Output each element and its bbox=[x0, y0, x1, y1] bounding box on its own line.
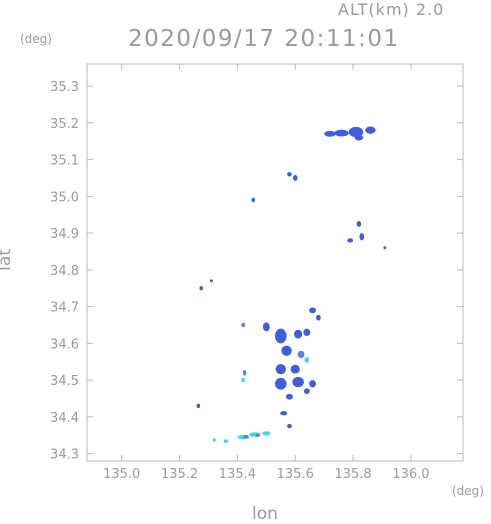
echo-cell bbox=[359, 233, 365, 241]
echo-cell bbox=[348, 126, 364, 138]
echo-cell bbox=[262, 322, 270, 332]
echo-cell bbox=[303, 388, 310, 395]
x-tick-label: 135.2 bbox=[161, 467, 198, 482]
echo-cell bbox=[242, 369, 247, 376]
echo-cell bbox=[316, 314, 321, 321]
y-axis-ticks: 34.3 34.4 34.5 34.6 34.7 34.8 34.9 35.0 35.1 35.2… bbox=[50, 80, 463, 463]
y-tick-label: 34.9 bbox=[50, 227, 79, 242]
y-tick-label: 34.5 bbox=[50, 374, 79, 389]
echo-cell bbox=[280, 411, 288, 416]
echo-cell bbox=[365, 126, 376, 134]
echo-cell bbox=[292, 175, 298, 181]
echo-cell bbox=[290, 364, 300, 374]
y-tick-label: 35.3 bbox=[50, 80, 79, 95]
echo-cell bbox=[196, 403, 201, 409]
y-tick-label: 35.2 bbox=[50, 117, 79, 132]
echo-cell bbox=[275, 377, 287, 390]
echo-cell bbox=[251, 197, 256, 203]
echo-cell bbox=[262, 431, 271, 436]
echo-cell bbox=[297, 350, 305, 359]
y-tick-label: 34.8 bbox=[50, 264, 79, 279]
x-tick-label: 135.0 bbox=[103, 467, 140, 482]
y-tick-label: 34.3 bbox=[50, 448, 79, 463]
echo-cell bbox=[287, 172, 292, 177]
y-axis-unit: (deg) bbox=[20, 32, 52, 46]
echo-cell bbox=[275, 363, 286, 375]
echo-cell bbox=[294, 329, 303, 339]
echo-cell bbox=[354, 134, 364, 141]
echo-cell bbox=[285, 393, 293, 400]
x-tick-label: 135.6 bbox=[277, 467, 314, 482]
y-tick-label: 35.0 bbox=[50, 190, 79, 205]
echo-cell bbox=[281, 345, 292, 356]
x-tick-label: 135.4 bbox=[219, 467, 256, 482]
echo-cell bbox=[287, 423, 292, 429]
echo-cell bbox=[324, 130, 336, 137]
x-tick-label: 136.0 bbox=[392, 467, 429, 482]
echo-cell bbox=[199, 286, 203, 291]
x-tick-label: 135.8 bbox=[334, 467, 371, 482]
echo-cell bbox=[241, 377, 245, 383]
echo-cell bbox=[334, 129, 349, 137]
y-tick-label: 34.6 bbox=[50, 337, 79, 352]
x-axis-unit: (deg) bbox=[452, 484, 484, 498]
altitude-label: ALT(km) 2.0 bbox=[338, 0, 445, 19]
echo-cell bbox=[309, 380, 317, 388]
echo-cell bbox=[241, 322, 246, 328]
echo-cell bbox=[347, 238, 354, 243]
echo-cell bbox=[303, 328, 311, 337]
timestamp-title: 2020/09/17 20:11:01 bbox=[128, 26, 400, 52]
x-axis-title: lon bbox=[252, 504, 278, 524]
radar-echoes bbox=[196, 126, 387, 443]
echo-cell bbox=[292, 376, 304, 388]
plot-frame bbox=[86, 63, 464, 462]
y-tick-label: 34.7 bbox=[50, 301, 79, 316]
echo-cell bbox=[356, 220, 362, 227]
echo-cell bbox=[212, 438, 216, 442]
echo-cell bbox=[309, 307, 317, 314]
y-tick-label: 35.1 bbox=[50, 154, 79, 169]
x-axis-ticks: 135.0 135.2 135.4 135.6 135.8 136.0 bbox=[103, 64, 430, 482]
echo-cell bbox=[304, 356, 310, 363]
echo-cell bbox=[275, 328, 287, 344]
y-tick-label: 34.4 bbox=[50, 411, 79, 426]
echo-cell bbox=[209, 279, 213, 283]
echo-cell bbox=[223, 439, 229, 443]
echo-cell bbox=[383, 246, 387, 250]
echo-cell bbox=[243, 434, 249, 439]
echo-cell bbox=[255, 433, 260, 438]
